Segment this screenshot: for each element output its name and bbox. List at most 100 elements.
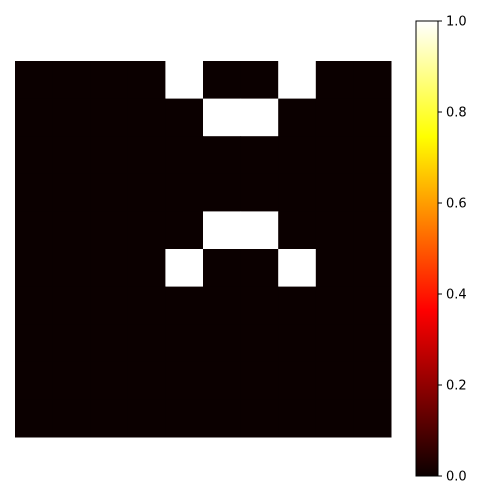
heatmap-cell-r8-c5 xyxy=(203,361,242,400)
heatmap-cell-r9-c7 xyxy=(278,399,317,438)
heatmap-cell-r0-c6 xyxy=(240,61,279,100)
heatmap-cell-r1-c2 xyxy=(90,98,129,137)
heatmap-cell-r2-c8 xyxy=(315,136,354,175)
heatmap-cell-r1-c5 xyxy=(203,98,242,137)
heatmap-cell-r7-c4 xyxy=(165,324,204,363)
heatmap-cell-r0-c8 xyxy=(315,61,354,100)
colorbar-tick-label: 0.8 xyxy=(446,106,467,121)
heatmap-cell-r0-c4 xyxy=(165,61,204,100)
heatmap-cell-r9-c3 xyxy=(127,399,166,438)
heatmap-cell-r5-c8 xyxy=(315,249,354,288)
heatmap-cell-r5-c2 xyxy=(90,249,129,288)
heatmap-cell-r4-c2 xyxy=(90,211,129,250)
heatmap-cell-r8-c7 xyxy=(278,361,317,400)
heatmap-cell-r6-c5 xyxy=(203,286,242,325)
heatmap-cell-r8-c0 xyxy=(15,361,54,400)
heatmap-cell-r7-c3 xyxy=(127,324,166,363)
heatmap-cell-r4-c0 xyxy=(15,211,54,250)
heatmap-cell-r2-c2 xyxy=(90,136,129,175)
heatmap-cell-r2-c7 xyxy=(278,136,317,175)
colorbar-tick-label: 1.0 xyxy=(446,15,467,30)
heatmap-cell-r4-c1 xyxy=(52,211,91,250)
heatmap-cell-r6-c0 xyxy=(15,286,54,325)
colorbar-ticks: 0.0 0.2 0.4 0.6 0.8 1.0 xyxy=(438,15,467,485)
heatmap-cell-r6-c2 xyxy=(90,286,129,325)
heatmap-cell-r1-c0 xyxy=(15,98,54,137)
heatmap-cell-r3-c8 xyxy=(315,173,354,212)
heatmap-cell-r0-c1 xyxy=(52,61,91,100)
heatmap-cell-r3-c9 xyxy=(353,173,392,212)
heatmap-cell-r8-c6 xyxy=(240,361,279,400)
heatmap-cell-r9-c6 xyxy=(240,399,279,438)
heatmap-cell-r2-c1 xyxy=(52,136,91,175)
heatmap-cell-r0-c2 xyxy=(90,61,129,100)
heatmap-cell-r4-c8 xyxy=(315,211,354,250)
colorbar-tick-label: 0.4 xyxy=(446,288,467,303)
heatmap-cell-r7-c7 xyxy=(278,324,317,363)
heatmap-cell-r1-c1 xyxy=(52,98,91,137)
heatmap-cell-r6-c1 xyxy=(52,286,91,325)
heatmap-cell-r6-c8 xyxy=(315,286,354,325)
heatmap-cell-r9-c0 xyxy=(15,399,54,438)
heatmap-cell-r3-c5 xyxy=(203,173,242,212)
heatmap-cell-r3-c4 xyxy=(165,173,204,212)
heatmap-cell-r2-c0 xyxy=(15,136,54,175)
heatmap-cell-r9-c9 xyxy=(353,399,392,438)
heatmap-cell-r4-c6 xyxy=(240,211,279,250)
heatmap-cell-r7-c9 xyxy=(353,324,392,363)
heatmap-cell-r1-c8 xyxy=(315,98,354,137)
heatmap-cell-r5-c4 xyxy=(165,249,204,288)
heatmap-cell-r2-c6 xyxy=(240,136,279,175)
heatmap-cell-r1-c6 xyxy=(240,98,279,137)
heatmap-cell-r5-c6 xyxy=(240,249,279,288)
colorbar xyxy=(415,20,439,477)
heatmap-cell-r3-c3 xyxy=(127,173,166,212)
heatmap-cell-r8-c4 xyxy=(165,361,204,400)
colorbar-tick-label: 0.0 xyxy=(446,470,467,485)
heatmap-cell-r1-c4 xyxy=(165,98,204,137)
heatmap-cell-r9-c4 xyxy=(165,399,204,438)
heatmap-cell-r5-c9 xyxy=(353,249,392,288)
heatmap-cell-r3-c1 xyxy=(52,173,91,212)
heatmap-cell-r7-c6 xyxy=(240,324,279,363)
heatmap-cell-r0-c9 xyxy=(353,61,392,100)
heatmap-cell-r4-c9 xyxy=(353,211,392,250)
heatmap-cell-r8-c1 xyxy=(52,361,91,400)
heatmap-cell-r6-c6 xyxy=(240,286,279,325)
heatmap-cell-r8-c2 xyxy=(90,361,129,400)
heatmap-cell-r5-c7 xyxy=(278,249,317,288)
heatmap-cell-r6-c4 xyxy=(165,286,204,325)
heatmap-cell-r4-c5 xyxy=(203,211,242,250)
heatmap-cell-r7-c8 xyxy=(315,324,354,363)
heatmap-cell-r4-c4 xyxy=(165,211,204,250)
heatmap-cell-r2-c5 xyxy=(203,136,242,175)
heatmap-cell-r9-c5 xyxy=(203,399,242,438)
heatmap-cell-r5-c1 xyxy=(52,249,91,288)
heatmap-cell-r0-c3 xyxy=(127,61,166,100)
heatmap-cell-r3-c0 xyxy=(15,173,54,212)
heatmap-cell-r2-c4 xyxy=(165,136,204,175)
heatmap-cell-r6-c7 xyxy=(278,286,317,325)
heatmap-cell-r9-c8 xyxy=(315,399,354,438)
heatmap-cell-r1-c3 xyxy=(127,98,166,137)
heatmap-cell-r2-c9 xyxy=(353,136,392,175)
heatmap-cell-r8-c9 xyxy=(353,361,392,400)
heatmap-cell-r8-c8 xyxy=(315,361,354,400)
heatmap-cell-r7-c5 xyxy=(203,324,242,363)
heatmap-cell-r7-c1 xyxy=(52,324,91,363)
colorbar-tick-label: 0.2 xyxy=(446,379,467,394)
heatmap-cell-r4-c7 xyxy=(278,211,317,250)
heatmap-cell-r3-c6 xyxy=(240,173,279,212)
heatmap-cell-r1-c9 xyxy=(353,98,392,137)
heatmap-cell-r7-c2 xyxy=(90,324,129,363)
heatmap-cell-r3-c2 xyxy=(90,173,129,212)
heatmap-cell-r8-c3 xyxy=(127,361,166,400)
heatmap-cell-r1-c7 xyxy=(278,98,317,137)
heatmap-cell-r6-c3 xyxy=(127,286,166,325)
heatmap-cell-r9-c2 xyxy=(90,399,129,438)
heatmap-cell-r4-c3 xyxy=(127,211,166,250)
heatmap-cell-r5-c3 xyxy=(127,249,166,288)
heatmap-grid xyxy=(15,61,392,438)
heatmap-cell-r7-c0 xyxy=(15,324,54,363)
heatmap-cell-r2-c3 xyxy=(127,136,166,175)
